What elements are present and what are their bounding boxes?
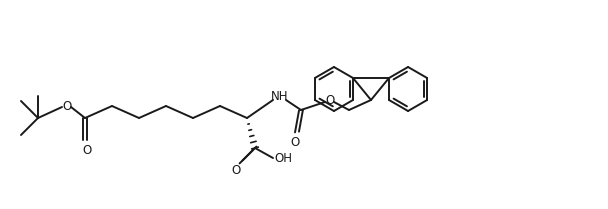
Text: OH: OH (274, 152, 292, 164)
Text: O: O (82, 144, 92, 158)
Text: O: O (63, 99, 72, 112)
Text: O: O (325, 93, 334, 107)
Text: O: O (291, 136, 300, 149)
Text: O: O (232, 164, 241, 177)
Text: NH: NH (271, 89, 289, 102)
